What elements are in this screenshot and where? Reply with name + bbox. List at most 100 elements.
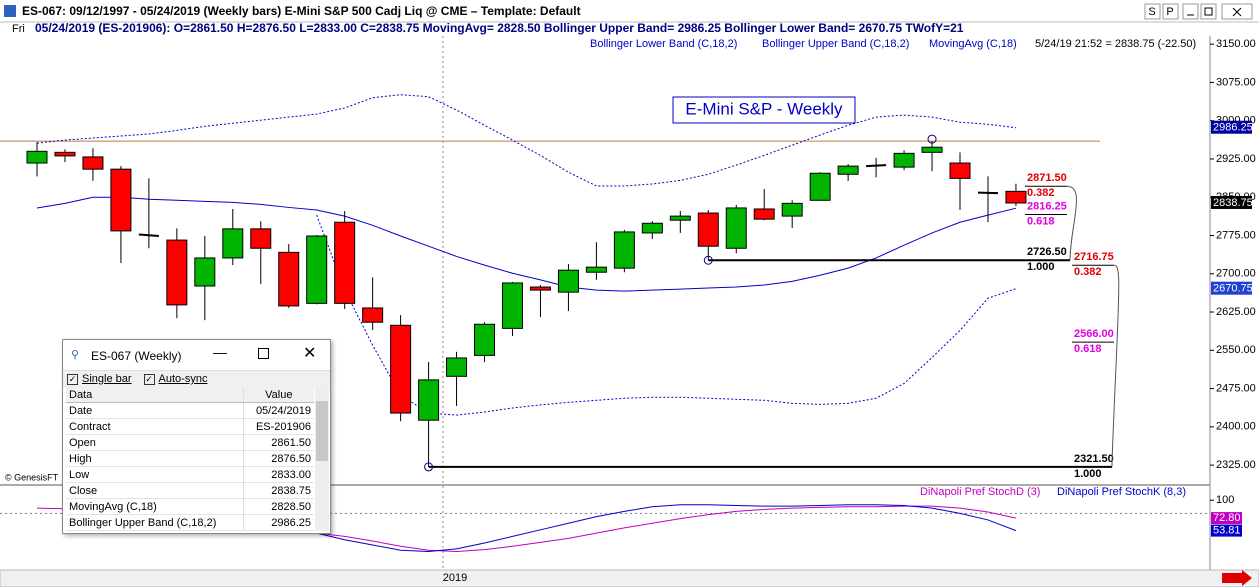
table-row: Bollinger Upper Band (C,18,2) 2986.25 — [66, 514, 314, 531]
candle-body — [921, 146, 943, 153]
legend-entry: Bollinger Upper Band (C,18,2) — [762, 38, 909, 50]
name-cell: High — [66, 450, 244, 467]
app-icon — [4, 5, 16, 17]
p-button[interactable] — [1162, 3, 1179, 20]
pivot-marker — [424, 462, 434, 472]
candle-body — [1005, 190, 1027, 204]
indicator-line — [36, 94, 1017, 187]
upper-band-value-box — [1211, 120, 1252, 134]
candle-body — [725, 207, 747, 249]
y-tick-label: 100 — [1216, 494, 1234, 506]
y-tick-label: 3075.00 — [1216, 76, 1256, 88]
scrollbar[interactable] — [315, 387, 329, 531]
value-cell: 05/24/2019 — [242, 402, 314, 419]
table-row: MovingAvg (C,18) 2828.50 — [66, 498, 314, 515]
year-label: 2019 — [443, 572, 467, 584]
close-icon — [1232, 7, 1242, 17]
header-row: Data Value — [66, 387, 314, 403]
fib-ratio: 1.000 — [1074, 468, 1102, 480]
s-button-label[interactable]: S — [1148, 6, 1155, 18]
candle-body — [54, 151, 76, 157]
candle-body — [866, 164, 887, 168]
name-cell: Contract — [66, 418, 244, 435]
close[interactable]: ✕ — [303, 345, 317, 362]
stoch-value-box — [1211, 512, 1242, 525]
restore-button[interactable] — [1200, 3, 1217, 20]
y-tick-label: 2325.00 — [1216, 459, 1256, 471]
value-cell: 2828.50 — [242, 498, 314, 515]
candle-body — [334, 221, 356, 304]
fib-ratio: 0.618 — [1027, 215, 1055, 227]
table-row: Close 2838.75 — [66, 482, 314, 499]
time-axis — [0, 569, 1259, 587]
scroll-arrow[interactable] — [1222, 570, 1252, 586]
stoch-value-box — [1211, 524, 1242, 537]
candle-body — [529, 286, 551, 291]
y-tick-label: 2550.00 — [1216, 344, 1256, 356]
close-value-box — [1211, 195, 1252, 209]
table-area: Data Value Date 05/24/2019 Contract ES-20190… — [63, 387, 330, 531]
header-cell: Data — [66, 387, 244, 403]
window-title: ES-067: 09/12/1997 - 05/24/2019 (Weekly … — [22, 4, 581, 18]
minimize[interactable]: — — [213, 344, 227, 360]
candle-body — [949, 162, 971, 179]
fib-ratio: 0.382 — [1027, 187, 1055, 199]
y-tick-label: 3150.00 — [1216, 38, 1256, 50]
candle-body — [110, 168, 132, 232]
legend-entry: DiNapoli Pref StochK (8,3) — [1057, 486, 1186, 498]
status-line: 05/24/2019 (ES-201906): O=2861.50 H=2876… — [35, 21, 964, 35]
fib-price: 2716.75 — [1074, 251, 1114, 263]
title-bar — [0, 0, 1259, 22]
candle-body — [977, 191, 999, 195]
s-button[interactable] — [1144, 3, 1161, 20]
fib-price: 2726.50 — [1027, 246, 1067, 258]
scroll-thumb[interactable] — [316, 401, 328, 461]
option[interactable]: ✓ Auto-sync — [143, 373, 208, 385]
candle-body — [166, 239, 188, 306]
legend-entry: MovingAvg (C,18) — [929, 38, 1017, 50]
candle-body — [585, 266, 607, 273]
y-tick-label: 2400.00 — [1216, 421, 1256, 433]
name-cell: MovingAvg (C,18) — [66, 498, 244, 515]
legend-entry: Bollinger Lower Band (C,18,2) — [590, 38, 737, 50]
name-cell: Close — [66, 482, 244, 499]
status-day: Fri — [12, 23, 25, 35]
minimize-button[interactable] — [1182, 3, 1199, 20]
table-row: High 2876.50 — [66, 450, 314, 467]
indicator-line — [36, 196, 1017, 292]
option[interactable]: ✓ Single bar — [67, 373, 132, 385]
candle-body — [390, 324, 412, 414]
name-cell: Open — [66, 434, 244, 451]
y-tick-label: 2625.00 — [1216, 306, 1256, 318]
data-window-title: ES-067 (Weekly) — [91, 349, 182, 363]
candle-body — [306, 235, 328, 304]
table-row: Contract ES-201906 — [66, 418, 314, 435]
candle-body — [474, 323, 496, 356]
header-cell: Value — [242, 387, 314, 403]
fib-price: 2321.50 — [1074, 453, 1114, 465]
candle-body — [753, 208, 775, 220]
value-cell: 2876.50 — [242, 450, 314, 467]
candle-body — [362, 307, 384, 323]
value-cell: ES-201906 — [242, 418, 314, 435]
data-window[interactable]: ⚲ ES-067 (Weekly) — ✕ ✓ Single bar ✓ Auto-… — [62, 339, 331, 534]
candle-body — [194, 257, 216, 287]
table-row: Low 2833.00 — [66, 466, 314, 483]
data-window-title-bar: ⚲ ES-067 (Weekly) — ✕ — [63, 340, 330, 370]
close-value: 2838.75 — [1213, 197, 1253, 209]
value-cell: 2838.75 — [242, 482, 314, 499]
p-button-label[interactable]: P — [1166, 6, 1173, 18]
candle-body — [557, 269, 579, 293]
fib-ratio: 0.382 — [1074, 266, 1102, 278]
credit: © GenesisFT — [5, 472, 59, 482]
candle-body — [809, 172, 831, 201]
stoch-line — [288, 504, 1017, 553]
stoch-value: 53.81 — [1213, 525, 1241, 537]
fib-ratio: 0.618 — [1074, 343, 1102, 355]
maximize[interactable] — [258, 348, 269, 359]
candle-body — [641, 222, 663, 234]
candle-body — [138, 233, 159, 238]
fib-price: 2566.00 — [1074, 328, 1114, 340]
candle-body — [669, 215, 691, 221]
restore-icon — [1204, 7, 1213, 16]
